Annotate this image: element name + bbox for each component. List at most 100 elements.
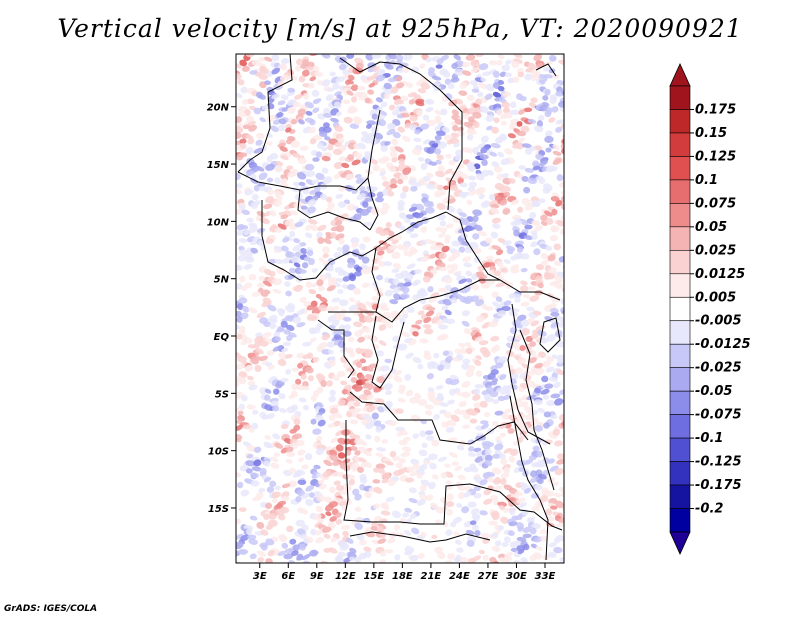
velocity-cell: [251, 193, 259, 201]
velocity-cell: [493, 117, 500, 124]
velocity-cell: [550, 196, 560, 202]
velocity-cell: [501, 185, 512, 192]
velocity-cell: [547, 254, 556, 262]
velocity-cell: [561, 189, 564, 196]
velocity-cell: [389, 150, 398, 159]
velocity-cell: [305, 179, 315, 186]
colorbar-swatch: [669, 508, 691, 533]
velocity-cell: [258, 94, 266, 100]
velocity-cell: [490, 207, 500, 214]
velocity-cell: [535, 275, 543, 282]
velocity-cell: [539, 104, 548, 112]
velocity-cell: [410, 185, 418, 192]
colorbar-swatch: [669, 320, 691, 345]
velocity-cell: [516, 246, 524, 253]
velocity-cell: [278, 118, 287, 125]
velocity-cell: [314, 71, 324, 77]
velocity-cell: [337, 201, 347, 208]
velocity-cell: [517, 71, 525, 78]
velocity-cell: [294, 251, 302, 258]
velocity-cell: [475, 188, 484, 196]
velocity-cell: [485, 114, 495, 122]
velocity-cell: [516, 142, 525, 150]
velocity-cell: [341, 162, 350, 169]
velocity-cell: [455, 149, 463, 157]
colorbar-swatch: [669, 296, 691, 322]
velocity-cell: [376, 106, 383, 112]
velocity-cell: [264, 80, 272, 86]
velocity-cell: [321, 246, 331, 254]
chart-title: Vertical velocity [m/s] at 925hPa, VT: 2…: [57, 14, 743, 43]
velocity-cell: [479, 105, 489, 114]
velocity-cell: [462, 256, 471, 263]
velocity-cell: [465, 270, 473, 277]
velocity-cell: [364, 97, 371, 104]
velocity-cell: [480, 282, 491, 289]
velocity-cell: [524, 224, 533, 230]
velocity-cell: [440, 227, 448, 233]
velocity-cell: [261, 104, 269, 111]
velocity-cell: [414, 129, 421, 135]
velocity-cell: [420, 163, 428, 170]
velocity-cell: [279, 146, 288, 152]
velocity-cell: [372, 265, 379, 271]
velocity-cell: [437, 287, 448, 293]
velocity-cell: [334, 125, 344, 133]
velocity-cell: [531, 233, 538, 240]
velocity-cell: [473, 224, 483, 231]
velocity-cell: [258, 275, 265, 282]
colorbar-swatch: [669, 109, 691, 134]
velocity-cell: [466, 94, 475, 101]
velocity-cell: [492, 223, 501, 229]
velocity-cell: [560, 195, 564, 203]
velocity-cell: [450, 132, 460, 138]
velocity-cell: [472, 147, 479, 155]
velocity-cell: [257, 240, 265, 247]
velocity-cell: [442, 126, 450, 134]
velocity-cell: [426, 119, 436, 127]
velocity-cell: [267, 189, 275, 196]
colorbar-label: 0.175: [695, 102, 736, 117]
colorbar-label: -0.075: [695, 408, 742, 423]
velocity-cell: [296, 171, 307, 180]
colorbar-swatch: [669, 414, 691, 439]
velocity-cell: [399, 174, 409, 180]
velocity-cell: [558, 100, 564, 108]
velocity-cell: [502, 208, 511, 215]
velocity-cell: [414, 212, 424, 219]
velocity-cell: [468, 175, 477, 181]
velocity-cell: [333, 161, 344, 170]
velocity-cell: [294, 65, 302, 72]
velocity-cell: [361, 256, 370, 264]
velocity-cell: [472, 215, 479, 223]
velocity-cell: [444, 234, 451, 241]
velocity-cell: [506, 248, 514, 255]
velocity-cell: [462, 61, 470, 68]
velocity-cell: [356, 193, 366, 201]
velocity-cell: [239, 163, 246, 169]
velocity-cell: [447, 268, 455, 274]
velocity-cell: [450, 77, 460, 83]
velocity-cell: [439, 190, 447, 196]
velocity-cell: [524, 73, 532, 81]
velocity-cell: [400, 95, 409, 102]
colorbar-bottom-arrow: [669, 531, 691, 555]
velocity-cell: [305, 281, 313, 288]
velocity-cell: [534, 225, 544, 232]
velocity-cell: [436, 202, 446, 211]
velocity-cell: [326, 285, 336, 292]
velocity-cell: [306, 170, 316, 178]
velocity-cell: [391, 157, 398, 163]
velocity-cell: [554, 276, 563, 283]
velocity-cell: [338, 63, 347, 71]
velocity-cell: [276, 267, 286, 275]
velocity-cell: [484, 93, 493, 100]
velocity-cell: [326, 196, 333, 203]
velocity-cell: [317, 237, 325, 244]
velocity-cell: [530, 97, 538, 104]
velocity-cell: [265, 238, 275, 245]
velocity-cell: [294, 221, 304, 228]
velocity-cell: [458, 212, 467, 218]
velocity-cell: [335, 193, 344, 199]
colorbar-label: -0.2: [695, 502, 723, 517]
